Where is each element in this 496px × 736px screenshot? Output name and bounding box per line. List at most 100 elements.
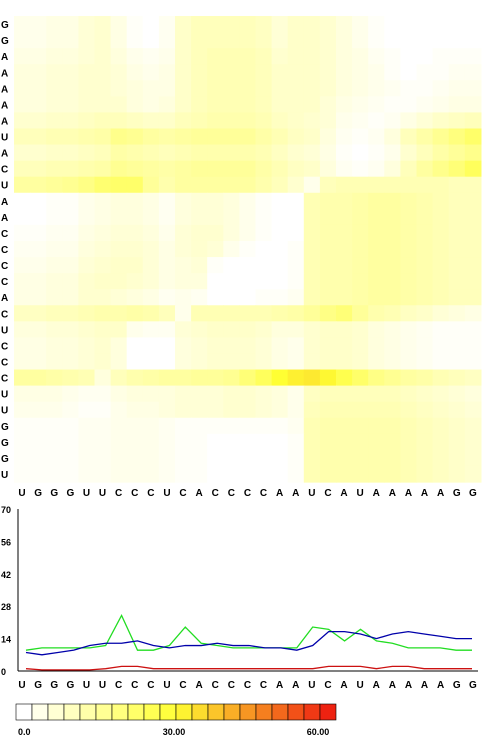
heatmap-cell xyxy=(465,273,482,290)
heatmap-cell xyxy=(449,193,466,210)
heatmap-cell xyxy=(223,289,240,306)
heatmap-cell xyxy=(384,273,401,290)
heatmap-cell xyxy=(368,257,385,274)
heatmap-cell xyxy=(400,337,417,354)
heatmap-cell xyxy=(272,64,289,81)
col-label: A xyxy=(292,488,299,499)
heatmap-cell xyxy=(272,161,289,178)
row-label: C xyxy=(1,309,8,320)
heatmap-cell xyxy=(111,337,128,354)
x-tick-label: A xyxy=(276,680,283,691)
heatmap-cell xyxy=(78,209,95,226)
heatmap-cell xyxy=(384,193,401,210)
heatmap-cell xyxy=(417,450,434,467)
heatmap-cell xyxy=(127,64,144,81)
heatmap-cell xyxy=(320,161,337,178)
heatmap-cell xyxy=(400,193,417,210)
heatmap-cell xyxy=(352,32,369,49)
heatmap-cell xyxy=(30,225,47,242)
heatmap-cell xyxy=(143,177,160,194)
heatmap-cell xyxy=(352,225,369,242)
heatmap-cell xyxy=(175,353,192,370)
heatmap-cell xyxy=(336,386,353,403)
heatmap-cell xyxy=(352,321,369,338)
heatmap-cell xyxy=(384,177,401,194)
heatmap-cell xyxy=(336,241,353,258)
heatmap-cell xyxy=(127,112,144,129)
heatmap-cell xyxy=(417,273,434,290)
heatmap-cell xyxy=(46,257,63,274)
heatmap-cell xyxy=(191,337,208,354)
heatmap-cell xyxy=(127,466,144,483)
row-label: U xyxy=(1,325,8,336)
heatmap-cell xyxy=(288,434,305,451)
heatmap-cell xyxy=(111,225,128,242)
heatmap-cell xyxy=(78,337,95,354)
heatmap-cell xyxy=(111,273,128,290)
heatmap-cell xyxy=(223,128,240,145)
heatmap-cell xyxy=(449,370,466,387)
col-label: G xyxy=(66,488,74,499)
heatmap-cell xyxy=(352,241,369,258)
heatmap-cell xyxy=(288,177,305,194)
heatmap-cell xyxy=(336,193,353,210)
x-tick-label: A xyxy=(421,680,428,691)
heatmap-cell xyxy=(207,289,224,306)
heatmap-cell xyxy=(256,305,273,322)
heatmap-cell xyxy=(272,321,289,338)
heatmap-cell xyxy=(191,289,208,306)
heatmap-cell xyxy=(143,128,160,145)
heatmap-cell xyxy=(239,209,256,226)
heatmap-cell xyxy=(417,321,434,338)
heatmap-cell xyxy=(352,257,369,274)
heatmap-cell xyxy=(368,80,385,97)
heatmap-cell xyxy=(400,32,417,49)
col-label: U xyxy=(83,488,90,499)
heatmap-cell xyxy=(256,386,273,403)
heatmap-cell xyxy=(95,209,112,226)
heatmap-cell xyxy=(127,128,144,145)
heatmap-cell xyxy=(384,241,401,258)
heatmap-cell xyxy=(433,386,450,403)
heatmap-cell xyxy=(159,418,176,435)
heatmap-cell xyxy=(384,337,401,354)
heatmap-cell xyxy=(352,112,369,129)
heatmap-cell xyxy=(433,209,450,226)
heatmap-cell xyxy=(465,337,482,354)
heatmap-cell xyxy=(46,402,63,419)
heatmap-cell xyxy=(336,177,353,194)
heatmap-cell xyxy=(30,145,47,162)
x-tick-label: G xyxy=(469,680,477,691)
heatmap-cell xyxy=(449,80,466,97)
heatmap-cell xyxy=(207,48,224,65)
heatmap-cell xyxy=(384,225,401,242)
heatmap-cell xyxy=(352,96,369,113)
heatmap-cell xyxy=(223,257,240,274)
heatmap-cell xyxy=(433,128,450,145)
heatmap-cell xyxy=(368,434,385,451)
heatmap-cell xyxy=(417,257,434,274)
heatmap-cell xyxy=(288,273,305,290)
heatmap-cell xyxy=(417,466,434,483)
heatmap-cell xyxy=(14,273,31,290)
heatmap-cell xyxy=(256,289,273,306)
x-tick-label: G xyxy=(50,680,58,691)
heatmap-cell xyxy=(400,386,417,403)
heatmap-cell xyxy=(207,112,224,129)
row-label: U xyxy=(1,390,8,401)
heatmap-cell xyxy=(191,32,208,49)
heatmap-cell xyxy=(449,466,466,483)
heatmap-cell xyxy=(127,48,144,65)
col-label: G xyxy=(453,488,461,499)
col-label: U xyxy=(308,488,315,499)
heatmap-cell xyxy=(384,145,401,162)
x-tick-label: C xyxy=(212,680,219,691)
heatmap-cell xyxy=(159,112,176,129)
heatmap-cell xyxy=(127,386,144,403)
heatmap-cell xyxy=(400,145,417,162)
heatmap-cell xyxy=(46,466,63,483)
heatmap-cell xyxy=(256,370,273,387)
heatmap-cell xyxy=(14,96,31,113)
heatmap-cell xyxy=(159,209,176,226)
heatmap-cell xyxy=(304,305,321,322)
